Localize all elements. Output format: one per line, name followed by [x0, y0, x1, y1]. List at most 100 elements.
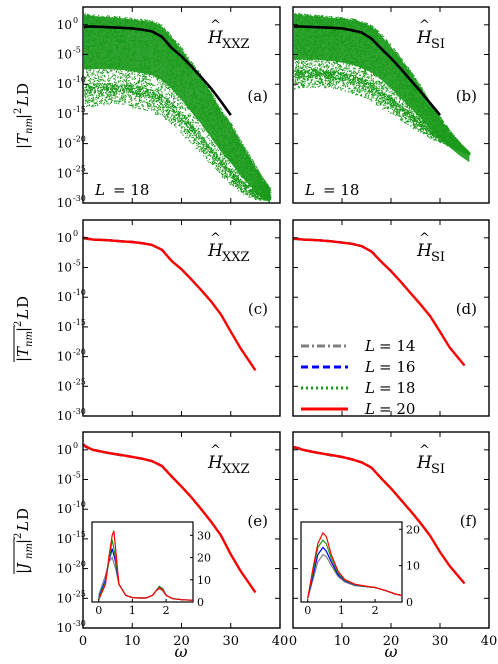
- model-label-hat: ^: [210, 231, 221, 246]
- y-tick-base: 10: [57, 443, 72, 457]
- y-tick-exponent: -15: [73, 105, 86, 114]
- y-tick-exponent: -20: [73, 135, 86, 144]
- panel-b: (b) L = 18: [292, 6, 490, 204]
- y-tick-base: 10: [57, 621, 72, 635]
- y-tick-base: 10: [57, 502, 72, 516]
- y-axis-subscript: nm: [24, 118, 35, 134]
- series-line-e-L18: [83, 443, 213, 523]
- legend-label-value: = 16: [379, 358, 415, 376]
- y-tick-exponent: 0: [73, 229, 78, 238]
- inset-line-L20: [98, 530, 194, 601]
- series-line-c-L18: [83, 236, 213, 303]
- series-line-e-L16: [83, 443, 168, 472]
- x-tick-label: 20: [383, 634, 400, 649]
- y-axis-power: 2: [13, 533, 24, 539]
- y-tick-exponent: -5: [73, 46, 81, 55]
- x-tick-label: 0: [289, 634, 297, 649]
- inset-x-tick-label: 0: [304, 604, 311, 617]
- y-tick-label: 10 -25: [57, 589, 86, 605]
- y-axis-l: L: [14, 521, 32, 532]
- inset-x-tick-label: 2: [372, 604, 379, 617]
- y-axis-subscript: nm: [24, 543, 35, 559]
- plot-area-c: [83, 236, 257, 371]
- y-axis-l: L: [14, 96, 32, 107]
- inset-y-tick-label: 10: [406, 560, 420, 573]
- y-tick-base: 10: [57, 48, 72, 62]
- y-tick-exponent: -20: [73, 348, 86, 357]
- y-tick-label: 10 -5: [57, 46, 81, 62]
- y-axis-bar: |: [14, 569, 32, 574]
- plot-area-b: [294, 13, 471, 163]
- y-tick-label: 10 -15: [57, 530, 86, 546]
- y-tick-base: 10: [57, 261, 72, 275]
- model-label-subscript: SI: [431, 37, 445, 52]
- y-tick-exponent: -30: [73, 407, 86, 416]
- y-tick-base: 10: [57, 18, 72, 32]
- inset-y-tick-label: 20: [197, 552, 211, 565]
- model-label-f: H^SI: [416, 443, 445, 477]
- y-axis-power: 2: [13, 321, 24, 327]
- y-tick-exponent: -10: [73, 288, 86, 297]
- y-tick-label: 10 -10: [57, 500, 86, 516]
- y-tick-exponent: -30: [73, 619, 86, 628]
- x-tick-label: 30: [432, 634, 449, 649]
- model-label-subscript: SI: [431, 250, 445, 265]
- inset-x-tick-label: 1: [338, 604, 345, 617]
- inset-y-tick-label: 0: [406, 596, 413, 609]
- y-tick-exponent: -30: [73, 194, 86, 203]
- model-label-d: H^SI: [416, 231, 445, 265]
- inset-y-tick-label: 30: [197, 529, 211, 542]
- y-tick-exponent: -25: [73, 377, 86, 386]
- model-label-subscript: SI: [431, 462, 445, 477]
- size-label-symbol: L: [94, 181, 105, 199]
- y-axis-bar: |: [14, 357, 32, 362]
- panel-letter-d: (d): [456, 300, 477, 318]
- model-label-h: H: [207, 453, 224, 473]
- x-tick-label: 20: [173, 634, 190, 649]
- series-line-d-L18: [293, 237, 422, 306]
- model-label-hat: ^: [419, 443, 430, 458]
- mean-line-a: [83, 25, 232, 116]
- y-tick-exponent: -10: [73, 75, 86, 84]
- y-tick-base: 10: [57, 196, 72, 210]
- y-tick-exponent: -10: [73, 500, 86, 509]
- y-tick-label: 10 -15: [57, 318, 86, 334]
- legend-label-value: = 14: [379, 337, 415, 355]
- y-axis-symbol: T: [14, 133, 32, 144]
- y-tick-exponent: -25: [73, 589, 86, 598]
- y-tick-label: 10 -5: [57, 471, 81, 487]
- inset-x-tick-label: 1: [129, 604, 136, 617]
- y-axis-bar: |: [14, 144, 32, 149]
- y-tick-label: 10 -5: [57, 259, 81, 275]
- y-tick-base: 10: [57, 350, 72, 364]
- y-tick-label: 10 -20: [57, 348, 86, 364]
- panel-letter-e: (e): [247, 512, 268, 530]
- model-label-b: H^SI: [416, 18, 445, 52]
- y-tick-label: 10 -30: [57, 407, 86, 423]
- cloud-a: [84, 13, 272, 203]
- inset-line-L20: [307, 531, 403, 599]
- y-axis-label-row-3: |Jnm|2LD: [13, 508, 35, 574]
- y-tick-label: 10 -20: [57, 135, 86, 151]
- model-label-a: H^XXZ: [207, 18, 250, 52]
- model-label-hat: ^: [210, 18, 221, 33]
- size-label-value: = 18: [113, 181, 149, 199]
- y-axis-label-row-1: |Tnm|2LD: [13, 83, 35, 149]
- y-tick-label: 10 0: [57, 16, 78, 32]
- y-tick-base: 10: [57, 107, 72, 121]
- y-tick-label: 10 -25: [57, 164, 86, 180]
- y-axis-bar: |: [14, 114, 32, 119]
- y-tick-base: 10: [57, 320, 72, 334]
- y-tick-exponent: -15: [73, 318, 86, 327]
- plot-area-f: [293, 446, 466, 585]
- model-label-c: H^XXZ: [207, 231, 250, 265]
- y-axis-bar: |: [14, 539, 32, 544]
- mean-line-b: [294, 25, 442, 116]
- y-axis-l: L: [14, 309, 32, 320]
- panel-letter-b: (b): [456, 87, 477, 105]
